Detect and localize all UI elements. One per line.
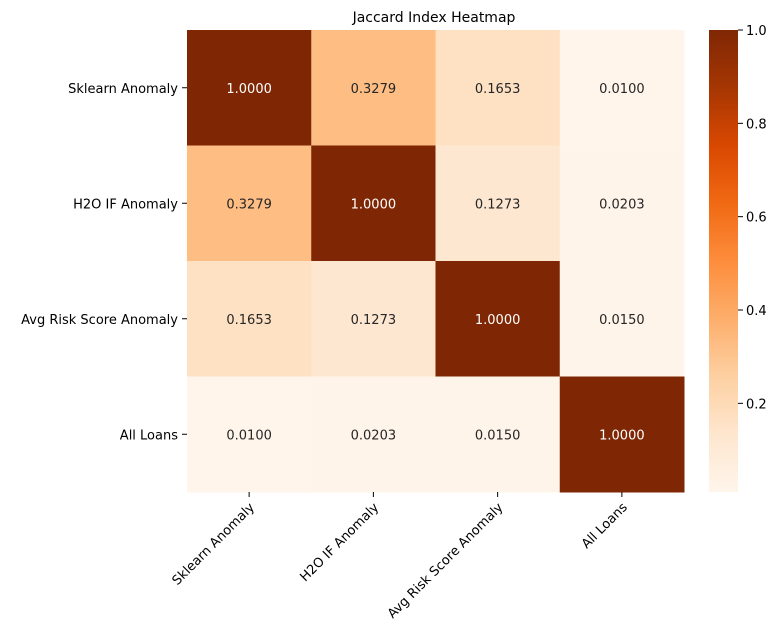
colorbar-tick-label: 0.4 bbox=[746, 304, 767, 319]
cell-value-label: 1.0000 bbox=[226, 82, 272, 97]
cell-value-label: 0.0100 bbox=[226, 428, 272, 443]
cell-value-label: 0.1273 bbox=[351, 313, 397, 328]
heatmap-cell bbox=[311, 261, 436, 377]
column-labels: Sklearn Anomaly H2O IF Anomaly Avg Risk Sc… bbox=[170, 492, 631, 622]
heatmap-cell bbox=[311, 376, 436, 493]
cell-value-label: 0.1273 bbox=[475, 197, 521, 212]
colorbar-tick-label: 0.6 bbox=[746, 211, 767, 226]
column-label: Sklearn Anomaly bbox=[170, 500, 259, 589]
chart-title: Jaccard Index Heatmap bbox=[352, 10, 516, 26]
cell-value-label: 0.3279 bbox=[351, 82, 397, 97]
column-label: All Loans bbox=[579, 500, 631, 552]
column-label: Avg Risk Score Anomaly bbox=[385, 500, 507, 622]
cell-value-label: 1.0000 bbox=[599, 428, 645, 443]
colorbar-tick-label: 1.0 bbox=[746, 24, 767, 39]
heatmap-cell bbox=[187, 145, 312, 262]
cell-value-label: 0.0203 bbox=[351, 428, 397, 443]
heatmap-cell bbox=[435, 376, 561, 493]
heatmap-cell bbox=[435, 30, 561, 146]
cell-value-label: 0.0150 bbox=[475, 428, 521, 443]
heatmap-cell bbox=[435, 261, 561, 377]
heatmap-cell bbox=[559, 145, 685, 262]
heatmap-cell bbox=[311, 145, 436, 262]
column-label: H2O IF Anomaly bbox=[297, 500, 382, 585]
cell-value-label: 0.0203 bbox=[599, 197, 645, 212]
heatmap-cell bbox=[559, 261, 685, 377]
heatmap-cells: 1.0000 0.3279 0.1653 0.0100 0.3279 1.0000 0.12… bbox=[187, 30, 685, 493]
colorbar-tick-label: 0.8 bbox=[746, 117, 767, 132]
cell-value-label: 0.3279 bbox=[226, 197, 272, 212]
row-label: H2O IF Anomaly bbox=[73, 197, 178, 212]
cell-value-label: 1.0000 bbox=[475, 313, 521, 328]
colorbar-bar bbox=[709, 30, 738, 492]
cell-value-label: 0.0150 bbox=[599, 313, 645, 328]
cell-value-label: 1.0000 bbox=[351, 197, 397, 212]
heatmap-cell bbox=[559, 30, 685, 146]
row-label: Avg Risk Score Anomaly bbox=[21, 313, 178, 328]
cell-value-label: 0.0100 bbox=[599, 82, 645, 97]
colorbar: 1.0 0.8 0.6 0.4 0.2 bbox=[709, 24, 767, 492]
row-labels: Sklearn Anomaly H2O IF Anomaly Avg Risk Sc… bbox=[21, 82, 187, 443]
heatmap-cell bbox=[187, 376, 312, 493]
heatmap-cell bbox=[311, 30, 436, 146]
cell-value-label: 0.1653 bbox=[475, 82, 521, 97]
heatmap-cell bbox=[187, 261, 312, 377]
cell-value-label: 0.1653 bbox=[226, 313, 272, 328]
row-label: All Loans bbox=[120, 428, 178, 443]
row-label: Sklearn Anomaly bbox=[68, 82, 178, 97]
heatmap-cell bbox=[559, 376, 685, 493]
heatmap-cell bbox=[435, 145, 561, 262]
heatmap-cell bbox=[187, 30, 312, 146]
colorbar-tick-label: 0.2 bbox=[746, 397, 767, 412]
